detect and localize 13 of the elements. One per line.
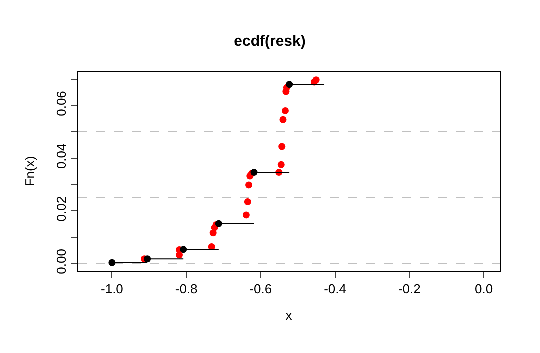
y-tick-label: 0.02 [54,196,69,222]
y-tick-label: 0.04 [54,144,69,170]
x-tick-label: -1.0 [101,282,124,297]
y-axis-title: Fn(x) [22,156,38,187]
y-tick-label: 0.06 [54,91,69,116]
x-tick-label: -0.2 [398,282,421,297]
x-tick-label: 0.0 [474,282,494,297]
x-tick-label: -0.8 [175,282,198,297]
x-axis-title: x [286,308,293,324]
chart-title: ecdf(resk) [234,32,306,50]
y-tick-label: 0.00 [54,249,69,274]
x-tick-label: -0.4 [324,282,346,297]
x-tick-label: -0.6 [250,282,272,297]
